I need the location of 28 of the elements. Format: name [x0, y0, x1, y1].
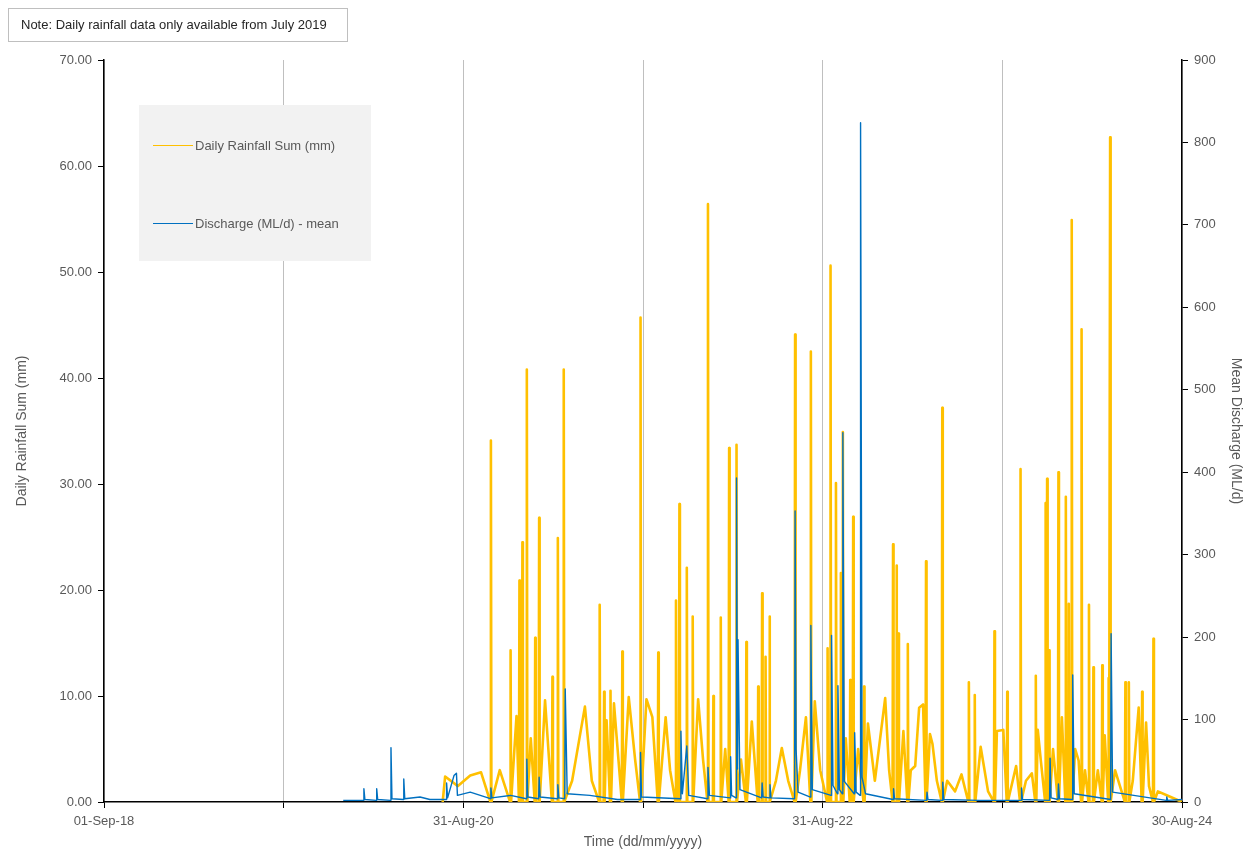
- x-axis-title: Time (dd/mm/yyyy): [583, 833, 703, 850]
- x-tick-label: 01-Sep-18: [73, 813, 135, 829]
- x-tick-label: 31-Aug-22: [792, 813, 854, 829]
- y2-tick-label: 300: [1194, 546, 1216, 562]
- y2-tick-label: 0: [1194, 793, 1202, 809]
- y2-axis-title: Mean Discharge (ML/d): [1228, 357, 1245, 505]
- y-tick-label: 60.00: [59, 157, 92, 173]
- y-tick-label: 30.00: [59, 475, 92, 491]
- y2-tick-label: 200: [1194, 628, 1216, 644]
- y-tick-label: 50.00: [59, 263, 92, 279]
- y-axis-title: Daily Rainfall Sum (mm): [13, 355, 30, 507]
- y-tick-label: 20.00: [59, 581, 92, 597]
- y2-tick-label: 500: [1194, 381, 1216, 397]
- x-tick-label: 30-Aug-24: [1151, 813, 1213, 829]
- y2-tick-label: 700: [1194, 216, 1216, 232]
- y2-tick-label: 600: [1194, 298, 1216, 314]
- y2-tick-label: 900: [1194, 51, 1216, 67]
- x-tick-label: 31-Aug-20: [432, 813, 494, 829]
- y-tick-label: 40.00: [59, 369, 92, 385]
- y2-tick-label: 100: [1194, 711, 1216, 727]
- legend-label: Daily Rainfall Sum (mm): [195, 137, 336, 153]
- text: Note: Daily rainfall data only available from July 2019: [8, 8, 348, 42]
- y-tick-label: 70.00: [59, 51, 92, 67]
- legend-label: Discharge (ML/d) - mean: [195, 215, 339, 231]
- y2-tick-label: 400: [1194, 463, 1216, 479]
- y-tick-label: 10.00: [59, 687, 92, 703]
- y2-tick-label: 800: [1194, 134, 1216, 150]
- y-tick-label: 0.00: [66, 793, 92, 809]
